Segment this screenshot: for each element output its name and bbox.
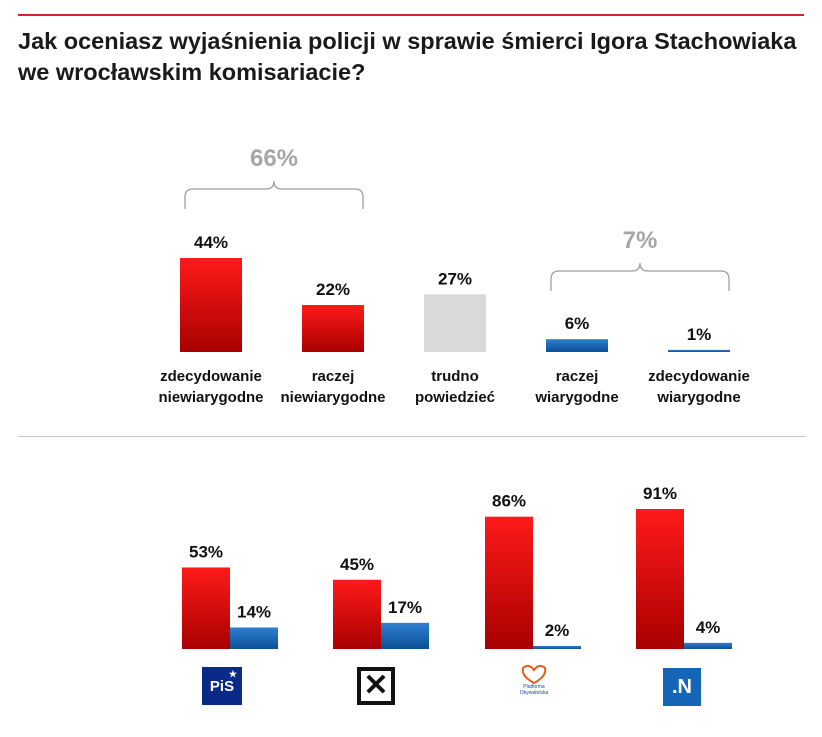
category-label-0-0: zdecydowanie	[160, 368, 262, 385]
data-label-1: 22%	[316, 280, 350, 299]
group-label-1: 7%	[623, 227, 658, 254]
po-logo: Platforma Obywatelska	[509, 664, 559, 706]
top-rule	[18, 14, 804, 16]
bar-4	[668, 349, 730, 352]
bottom-chart: 53% 45% 86% 91% 14% 17% 2% 4%	[182, 484, 732, 649]
bar-1-1	[381, 622, 429, 649]
category-label-1-1: niewiarygodne	[280, 389, 385, 406]
data-label-1-1: 17%	[388, 598, 422, 617]
category-label-4-1: wiarygodne	[656, 389, 740, 406]
data-label-0-2: 86%	[492, 492, 526, 511]
data-label-0-3: 91%	[643, 484, 677, 503]
section-divider	[18, 436, 806, 437]
bar-0	[180, 258, 242, 352]
data-label-1-3: 4%	[696, 618, 721, 637]
data-label-1-2: 2%	[545, 621, 570, 640]
group-label-0: 66%	[250, 145, 298, 172]
category-label-1-0: raczej	[312, 368, 355, 385]
bar-0-0	[182, 567, 230, 649]
data-label-1-0: 14%	[237, 602, 271, 621]
top-chart: 44% zdecydowanie niewiarygodne 22% raczej nie…	[158, 145, 749, 406]
data-label-4: 1%	[687, 325, 712, 344]
data-label-0-0: 53%	[189, 542, 223, 561]
bar-3	[546, 339, 608, 352]
category-label-2-1: powiedzieć	[415, 389, 495, 406]
bar-1-3	[684, 642, 732, 649]
data-label-0: 44%	[194, 233, 228, 252]
category-label-4-0: zdecydowanie	[648, 368, 750, 385]
bar-0-3	[636, 509, 684, 649]
group-bracket-1	[550, 262, 730, 291]
bar-1	[302, 305, 364, 352]
category-label-0-1: niewiarygodne	[158, 389, 263, 406]
category-label-2-0: trudno	[431, 368, 478, 385]
po-heart-icon	[521, 664, 547, 684]
bar-2	[424, 294, 486, 352]
data-label-0-1: 45%	[340, 555, 374, 574]
data-label-2: 27%	[438, 269, 472, 288]
nowoczesna-logo: .N	[663, 668, 701, 706]
chart-title: Jak oceniasz wyjaśnienia policji w spraw…	[18, 28, 797, 85]
group-bracket-0	[184, 180, 364, 209]
kukiz-logo: ✕	[357, 667, 395, 705]
category-label-3-0: raczej	[556, 368, 599, 385]
bar-1-2	[533, 645, 581, 649]
data-label-3: 6%	[565, 314, 590, 333]
bar-1-0	[230, 627, 278, 649]
bar-0-2	[485, 516, 533, 649]
category-label-3-1: wiarygodne	[534, 389, 618, 406]
pis-logo: ★ PiS	[202, 667, 242, 705]
bar-0-1	[333, 579, 381, 649]
